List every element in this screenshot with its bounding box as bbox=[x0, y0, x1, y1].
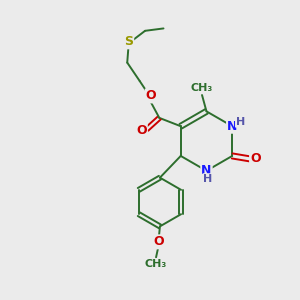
Text: N: N bbox=[201, 164, 212, 177]
Text: N: N bbox=[227, 120, 237, 133]
Text: CH₃: CH₃ bbox=[145, 259, 167, 269]
Text: O: O bbox=[250, 152, 261, 165]
Text: S: S bbox=[124, 35, 133, 48]
Text: H: H bbox=[236, 117, 245, 127]
Text: CH₃: CH₃ bbox=[191, 83, 213, 94]
Text: O: O bbox=[146, 89, 156, 102]
Text: H: H bbox=[203, 174, 213, 184]
Text: O: O bbox=[153, 235, 164, 248]
Text: O: O bbox=[136, 124, 147, 137]
